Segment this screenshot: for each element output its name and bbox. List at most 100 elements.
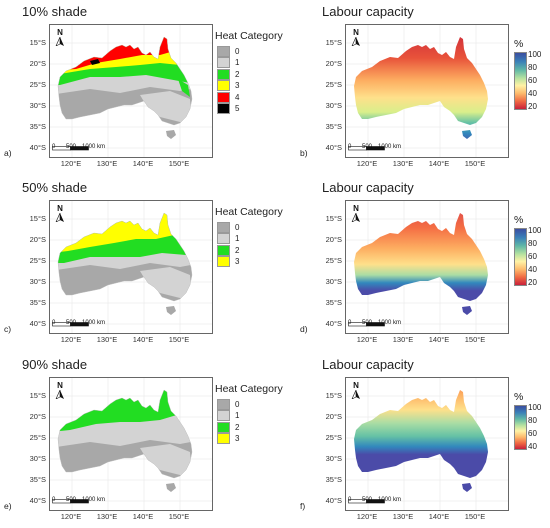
- legend-label: 4: [235, 92, 240, 102]
- category-3-spot: [94, 397, 101, 402]
- legend-swatch: [217, 80, 230, 91]
- map-frame-f: [345, 377, 509, 511]
- panel-title: 90% shade: [22, 357, 88, 372]
- legend-item: 1: [217, 233, 239, 244]
- legend-swatch: [217, 433, 230, 444]
- australia-map: [346, 201, 508, 333]
- legend-label: 0: [235, 399, 240, 409]
- legend-swatch: [217, 57, 230, 68]
- colorbar-title: %: [514, 38, 524, 50]
- y-tick-label: 30°S: [29, 101, 46, 110]
- x-tick-label: 120°E: [60, 159, 82, 168]
- colorbar-label: 20: [528, 278, 537, 287]
- colorbar-label: 40: [528, 89, 537, 98]
- y-tick-label: 30°S: [29, 454, 46, 463]
- x-tick-label: 140°E: [428, 512, 450, 521]
- colorbar-label: 80: [528, 63, 537, 72]
- x-tick-label: 120°E: [60, 335, 82, 344]
- y-tick-label: 25°S: [325, 256, 342, 265]
- y-tick-label: 35°S: [29, 122, 46, 131]
- y-tick-label: 30°S: [325, 454, 342, 463]
- legend-title: Heat Category: [215, 383, 283, 395]
- scale-label: 1000 km: [82, 320, 106, 326]
- north-label: N: [57, 381, 63, 390]
- legend-swatch: [217, 244, 230, 256]
- legend-item: 5: [217, 103, 239, 114]
- panel-letter: e): [4, 501, 12, 511]
- legend-swatch: [217, 91, 230, 103]
- legend-swatch: [217, 103, 230, 114]
- x-tick-label: 130°E: [96, 335, 118, 344]
- scale-label: 0: [348, 320, 352, 326]
- legend-label: 0: [235, 222, 240, 232]
- legend-label: 3: [235, 81, 240, 90]
- y-tick-label: 20°S: [29, 235, 46, 244]
- scale-label: 0: [52, 497, 56, 503]
- y-tick-label: 40°S: [29, 496, 46, 505]
- legend-item: 4: [217, 91, 240, 103]
- legend-swatch: [217, 233, 230, 244]
- panel-title: Labour capacity: [322, 180, 414, 195]
- map-frame-b: [345, 24, 509, 158]
- scale-bar: 0 500 1000 km: [348, 491, 401, 505]
- colorbar-label: 60: [528, 429, 537, 438]
- x-tick-label: 130°E: [392, 335, 414, 344]
- x-tick-label: 130°E: [392, 512, 414, 521]
- category-2-east: [178, 79, 190, 97]
- scale-label: 1000 km: [82, 144, 106, 150]
- y-tick-label: 30°S: [325, 277, 342, 286]
- legend-item: 3: [217, 256, 239, 267]
- north-label: N: [353, 28, 359, 37]
- x-tick-label: 140°E: [428, 159, 450, 168]
- scale-label: 500: [362, 144, 373, 150]
- legend-label: 2: [235, 245, 240, 255]
- scale-label: 500: [362, 320, 373, 326]
- north-arrow: N: [351, 204, 361, 224]
- x-tick-label: 120°E: [60, 512, 82, 521]
- australia-map: [50, 201, 212, 333]
- colorbar-label: 80: [528, 416, 537, 425]
- legend-swatch: [217, 221, 230, 233]
- x-tick-label: 140°E: [428, 335, 450, 344]
- y-tick-label: 25°S: [325, 433, 342, 442]
- north-arrow: N: [55, 28, 65, 48]
- category-1-region-east: [140, 91, 192, 125]
- y-tick-label: 15°S: [325, 38, 342, 47]
- north-arrow: N: [351, 381, 361, 401]
- map-frame-d: [345, 200, 509, 334]
- north-label: N: [57, 204, 63, 213]
- colorbar-label: 20: [528, 102, 537, 111]
- scale-label: 0: [348, 144, 352, 150]
- scale-bar: 0 500 1000 km: [52, 491, 105, 505]
- map-frame-e: [49, 377, 213, 511]
- scale-bar: 0 500 1000 km: [348, 138, 401, 152]
- x-tick-label: 130°E: [96, 159, 118, 168]
- australia-map: [346, 25, 508, 157]
- scale-label: 0: [52, 320, 56, 326]
- x-tick-label: 150°E: [168, 512, 190, 521]
- x-tick-label: 130°E: [392, 159, 414, 168]
- legend-title: Heat Category: [215, 30, 283, 42]
- australia-map: [50, 378, 212, 510]
- y-tick-label: 40°S: [29, 143, 46, 152]
- legend-swatch: [217, 410, 230, 421]
- colorbar: [514, 228, 527, 286]
- y-tick-label: 25°S: [29, 433, 46, 442]
- legend-item: 0: [217, 45, 239, 57]
- australia-map: [50, 25, 212, 157]
- colorbar-title: %: [514, 391, 524, 403]
- y-tick-label: 20°S: [325, 412, 342, 421]
- x-tick-label: 150°E: [464, 159, 486, 168]
- x-tick-label: 150°E: [464, 512, 486, 521]
- y-tick-label: 35°S: [29, 475, 46, 484]
- colorbar: [514, 52, 527, 110]
- map-frame-c: [49, 200, 213, 334]
- scale-label: 500: [362, 497, 373, 503]
- legend-item: 1: [217, 57, 239, 68]
- scale-label: 0: [348, 497, 352, 503]
- y-tick-label: 15°S: [29, 391, 46, 400]
- legend-swatch: [217, 68, 230, 80]
- legend-item: 0: [217, 221, 240, 233]
- y-tick-label: 40°S: [325, 319, 342, 328]
- legend-item: 2: [217, 244, 240, 256]
